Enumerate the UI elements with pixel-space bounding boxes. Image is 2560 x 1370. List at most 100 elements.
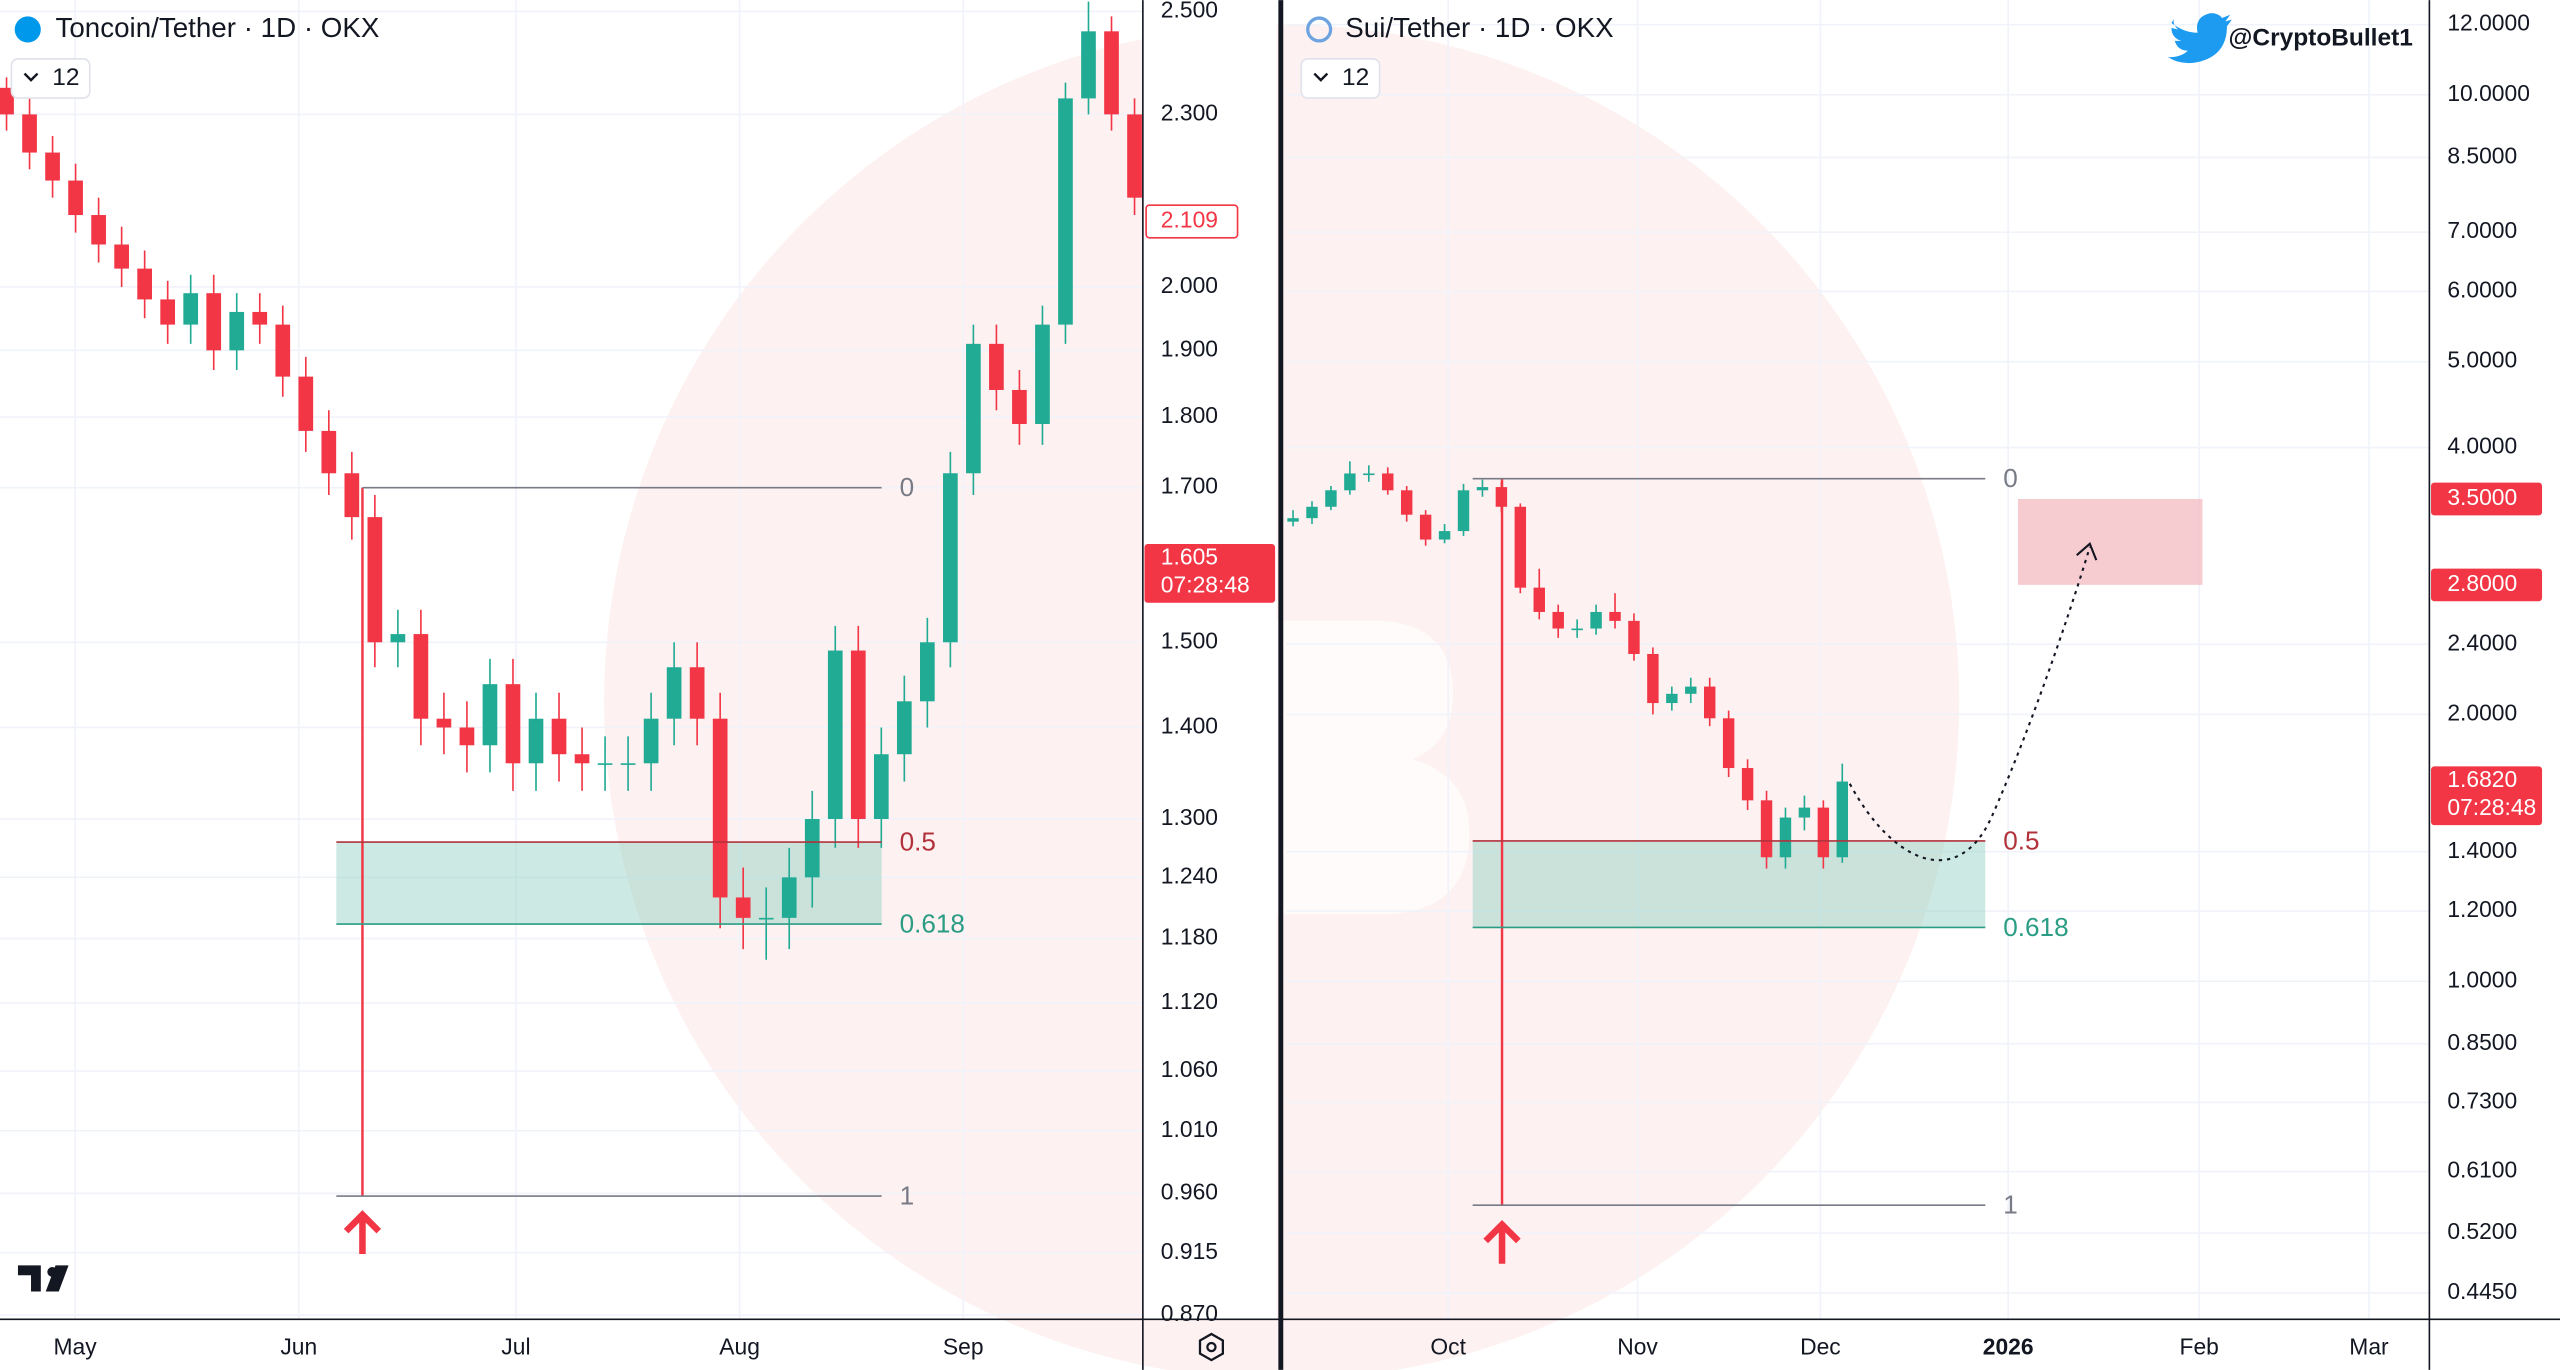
fib-label: 0.618 bbox=[900, 909, 965, 939]
x-tick-label: Sep bbox=[943, 1334, 984, 1360]
candle-body bbox=[482, 684, 498, 746]
interval[interactable]: 12 bbox=[52, 64, 79, 91]
candle-body bbox=[712, 718, 728, 898]
candle-body bbox=[275, 324, 291, 377]
y-tick-label: 1.0000 bbox=[2447, 966, 2517, 992]
candle-body bbox=[1609, 611, 1621, 621]
candle-body bbox=[1798, 807, 1811, 818]
y-tick-label: 2.300 bbox=[1161, 99, 1218, 125]
candle-body bbox=[68, 180, 83, 216]
fib-label: 0 bbox=[900, 472, 915, 502]
y-tick-label: 1.180 bbox=[1161, 924, 1218, 950]
candle-body bbox=[1628, 620, 1640, 654]
candle-body bbox=[1287, 518, 1299, 522]
candle-body bbox=[114, 244, 129, 269]
price-tag bbox=[2431, 568, 2543, 602]
up-arrow bbox=[1483, 1219, 1521, 1264]
interval[interactable]: 12 bbox=[1342, 64, 1369, 91]
x-tick-label: Nov bbox=[1617, 1334, 1658, 1360]
candle-body bbox=[1306, 506, 1318, 519]
candle-body bbox=[1760, 800, 1773, 858]
tradingview-logo bbox=[47, 1267, 58, 1277]
candle-body bbox=[0, 87, 14, 115]
candle-body bbox=[551, 718, 567, 755]
settings-icon[interactable] bbox=[1198, 1332, 1224, 1362]
chevron-icon bbox=[23, 72, 39, 82]
candle-body bbox=[689, 667, 705, 719]
x-tick-label: May bbox=[54, 1334, 98, 1360]
coin-icon bbox=[14, 16, 41, 43]
y-tick-label: 0.915 bbox=[1161, 1238, 1218, 1264]
price-tag bbox=[2431, 482, 2543, 516]
candle-body bbox=[160, 299, 176, 325]
target-zone bbox=[2017, 498, 2203, 585]
y-tick-label: 1.500 bbox=[1161, 627, 1218, 653]
candle-body bbox=[1722, 718, 1735, 769]
candle-body bbox=[574, 754, 590, 764]
y-tick-label: 1.400 bbox=[1161, 713, 1218, 739]
x-tick-label: Dec bbox=[1800, 1334, 1841, 1360]
candle-body bbox=[1438, 531, 1451, 540]
candle-body bbox=[298, 376, 314, 431]
candle-body bbox=[1419, 514, 1432, 540]
interval-box[interactable] bbox=[10, 58, 91, 99]
overlay-layer: 0 0.5 0.618 1 0 0.5 0.618 1 bbox=[336, 463, 2069, 1220]
x-tick-label: Oct bbox=[1430, 1334, 1466, 1360]
last-price-tag bbox=[1144, 544, 1276, 603]
y-tick-label: 2.0000 bbox=[2447, 699, 2517, 725]
y-tick-label: 4.0000 bbox=[2447, 433, 2517, 459]
fib-label: 0 bbox=[2003, 463, 2018, 493]
y-tick-label: 1.2000 bbox=[2447, 896, 2517, 922]
candle-body bbox=[1400, 490, 1413, 515]
candle-body bbox=[1779, 817, 1792, 858]
y-tick-label: 1.300 bbox=[1161, 804, 1218, 830]
price-tag-label: 3.5000 bbox=[2447, 484, 2517, 510]
chart-title: Toncoin/Tether · 1D · OKX bbox=[56, 12, 380, 43]
y-tick-label: 1.700 bbox=[1161, 473, 1218, 499]
candle-body bbox=[1382, 473, 1394, 491]
candle-body bbox=[666, 667, 682, 719]
candle-body bbox=[1081, 31, 1096, 99]
y-tick-label: 6.0000 bbox=[2447, 277, 2517, 303]
candle-body bbox=[1127, 114, 1142, 198]
x-tick-label: Mar bbox=[2349, 1334, 2389, 1360]
grid-layer bbox=[0, 0, 2430, 1320]
y-tick-label: 8.5000 bbox=[2447, 142, 2517, 168]
price-tag-label: 2.109 bbox=[1161, 206, 1218, 232]
candle-body bbox=[1703, 686, 1716, 719]
axis-layer: 2.500 2.300 2.000 1.900 1.800 1.700 1.500 1.400… bbox=[54, 0, 2543, 1360]
candle-body bbox=[1035, 324, 1050, 424]
y-tick-label: 2.000 bbox=[1161, 272, 1218, 298]
price-tag-label: 2.8000 bbox=[2447, 570, 2517, 596]
y-tick-label: 0.7300 bbox=[2447, 1087, 2517, 1113]
y-tick-label: 2.4000 bbox=[2447, 629, 2517, 655]
candle-body bbox=[597, 763, 613, 765]
y-tick-label: 1.240 bbox=[1161, 862, 1218, 888]
twitter-icon bbox=[2168, 13, 2232, 64]
x-tick-label: Jun bbox=[280, 1334, 317, 1360]
candle-body bbox=[643, 718, 659, 764]
interval-box[interactable] bbox=[1300, 58, 1381, 99]
last-price-tag bbox=[2431, 766, 2543, 826]
candle-body bbox=[1325, 490, 1337, 507]
candle-body bbox=[1590, 611, 1602, 629]
x-tick-label: 2026 bbox=[1983, 1334, 2034, 1360]
candle-body bbox=[735, 897, 751, 918]
x-tick-label: Feb bbox=[2179, 1334, 2218, 1360]
chart-title: Sui/Tether · 1D · OKX bbox=[1345, 12, 1613, 43]
candle-body bbox=[413, 634, 429, 719]
candle-body bbox=[252, 311, 268, 325]
fib-zone bbox=[1472, 840, 1986, 928]
fib-label: 1 bbox=[900, 1181, 915, 1211]
y-tick-label: 1.4000 bbox=[2447, 837, 2517, 863]
candle-body bbox=[1104, 31, 1119, 115]
candle-body bbox=[1685, 686, 1697, 694]
candle-body bbox=[1647, 653, 1659, 704]
author: @CryptoBullet1 bbox=[2229, 25, 2413, 52]
countdown: 07:28:48 bbox=[1161, 572, 1250, 598]
y-tick-label: 0.8500 bbox=[2447, 1029, 2517, 1055]
candle-body bbox=[1344, 473, 1356, 491]
y-tick-label: 0.960 bbox=[1161, 1178, 1218, 1204]
candle-body bbox=[321, 430, 337, 474]
y-tick-label: 1.120 bbox=[1161, 988, 1218, 1014]
